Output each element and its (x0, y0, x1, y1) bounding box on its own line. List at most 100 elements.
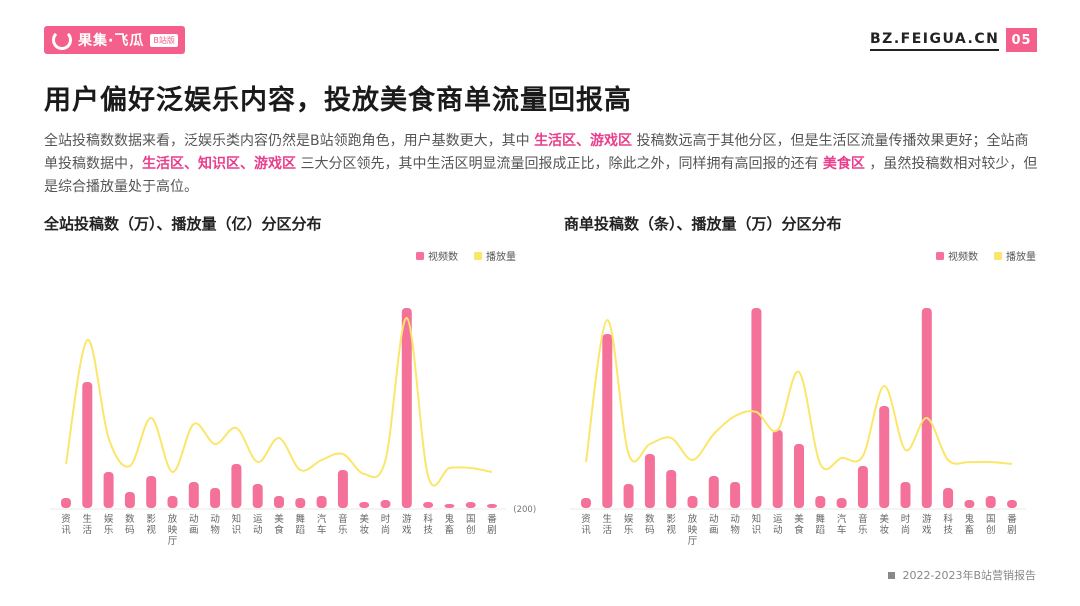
tick-label-舞蹈: 舞蹈 (816, 514, 826, 536)
bar-数码 (124, 492, 135, 508)
chart-title-commercial: 商单投稿数（条）、播放量（万）分区分布 (564, 215, 842, 233)
legend-label-plays: 播放量 (486, 250, 516, 263)
bar-美食 (794, 444, 804, 508)
tick-label-鬼畜: 鬼畜 (965, 513, 975, 536)
bar-影视 (666, 470, 677, 508)
bar-国创 (985, 496, 996, 508)
bar-动画 (708, 476, 719, 508)
bar-时尚 (380, 500, 391, 508)
lead-highlight-1: 生活区、游戏区 (534, 133, 633, 149)
bar-舞蹈 (815, 496, 826, 508)
chart-title-overall: 全站投稿数（万）、播放量（亿）分区分布 (44, 215, 322, 233)
bar-运动 (252, 484, 263, 508)
logo-text: 果集·飞瓜 (78, 33, 145, 49)
logo-tag: B站版 (150, 33, 178, 47)
lead-paragraph: 全站投稿数数据来看，泛娱乐类内容仍然是B站领跑角色，用户基数更大，其中 生活区、… (44, 130, 1040, 199)
tick-label-美妆: 美妆 (879, 513, 889, 536)
site-url: BZ.FEIGUA.CN (870, 31, 1000, 51)
tick-label-科技: 科技 (943, 513, 953, 536)
tick-label-娱乐: 娱乐 (624, 513, 634, 536)
tick-label-动物: 动物 (210, 514, 220, 536)
legend-label-videos: 视频数 (428, 250, 458, 263)
bar-番剧 (487, 504, 497, 508)
legend-swatch-plays (474, 252, 482, 260)
bar-番剧 (1007, 500, 1017, 508)
lead-highlight-3: 美食区 (822, 156, 865, 172)
bar-鬼畜 (964, 500, 975, 508)
tick-label-鬼畜: 鬼畜 (445, 513, 455, 536)
tick-label-动画: 动画 (709, 514, 719, 536)
tick-label-放映厅: 放映厅 (168, 513, 178, 547)
page-number: 05 (1006, 28, 1037, 52)
bar-影视 (146, 476, 157, 508)
tick-label-游戏: 游戏 (402, 513, 412, 536)
bar-放映厅 (687, 496, 698, 508)
bar-娱乐 (103, 472, 114, 508)
bar-知识 (231, 464, 242, 508)
bar-鬼畜 (444, 504, 455, 508)
tick-label-音乐: 音乐 (338, 513, 348, 536)
tick-label-国创: 国创 (466, 514, 476, 536)
bar-美妆 (359, 502, 370, 508)
tick-label-汽车: 汽车 (837, 513, 847, 536)
bar-动画 (188, 482, 199, 508)
tick-label-时尚: 时尚 (901, 513, 911, 536)
axis-extra-label: (200) (513, 505, 536, 515)
tick-label-数码: 数码 (125, 513, 135, 536)
tick-label-番剧: 番剧 (1007, 513, 1017, 536)
tick-label-生活: 生活 (83, 513, 93, 536)
footer: 2022-2023年B站营销报告 (888, 567, 1036, 583)
bar-游戏 (401, 308, 412, 508)
bar-汽车 (836, 498, 847, 508)
page-title: 用户偏好泛娱乐内容，投放美食商单流量回报高 (44, 85, 632, 116)
tick-label-资讯: 资讯 (61, 514, 71, 536)
tick-label-知识: 知识 (752, 513, 762, 536)
bar-娱乐 (623, 484, 634, 508)
legend-label-plays: 播放量 (1006, 250, 1036, 263)
bar-运动 (772, 430, 783, 508)
bar-时尚 (900, 482, 911, 508)
lead-text-4: ，虽然投稿数相对较少，但是综合播放量处于高位。 (44, 156, 1038, 195)
lead-highlight-2: 生活区、知识区、游戏区 (142, 156, 296, 172)
bar-美食 (274, 496, 284, 508)
bar-放映厅 (167, 496, 178, 508)
tick-label-运动: 运动 (253, 514, 263, 536)
bar-游戏 (921, 308, 932, 508)
bar-音乐 (857, 466, 868, 508)
legend-label-videos: 视频数 (948, 250, 978, 263)
bar-动物 (210, 488, 221, 508)
tick-label-汽车: 汽车 (317, 513, 327, 536)
tick-label-番剧: 番剧 (487, 513, 497, 536)
tick-label-运动: 运动 (773, 514, 783, 536)
bar-生活 (602, 334, 613, 508)
tick-label-美妆: 美妆 (359, 513, 369, 536)
bar-数码 (644, 454, 655, 508)
tick-label-美食: 美食 (274, 513, 284, 536)
tick-label-舞蹈: 舞蹈 (296, 514, 306, 536)
tick-label-音乐: 音乐 (858, 513, 868, 536)
tick-label-动画: 动画 (189, 514, 199, 536)
tick-label-游戏: 游戏 (922, 513, 932, 536)
series-line-plays (585, 318, 1013, 471)
tick-label-数码: 数码 (645, 513, 655, 536)
bar-知识 (751, 308, 762, 508)
brand-logo: 果集·飞瓜 B站版 (44, 26, 185, 54)
tick-label-资讯: 资讯 (581, 514, 591, 536)
bar-舞蹈 (295, 498, 306, 508)
bar-资讯 (581, 498, 591, 508)
tick-label-国创: 国创 (986, 514, 996, 536)
footer-text: 2022-2023年B站营销报告 (902, 569, 1036, 582)
tick-label-娱乐: 娱乐 (104, 513, 114, 536)
legend-swatch-plays (994, 252, 1002, 260)
bar-汽车 (316, 496, 327, 508)
tick-label-影视: 影视 (146, 514, 156, 536)
tick-label-美食: 美食 (794, 513, 804, 536)
series-line-plays (65, 316, 493, 487)
tick-label-影视: 影视 (666, 514, 676, 536)
bar-科技 (423, 502, 434, 508)
tick-label-动物: 动物 (730, 514, 740, 536)
legend-swatch-videos (936, 252, 944, 260)
tick-label-生活: 生活 (603, 513, 613, 536)
